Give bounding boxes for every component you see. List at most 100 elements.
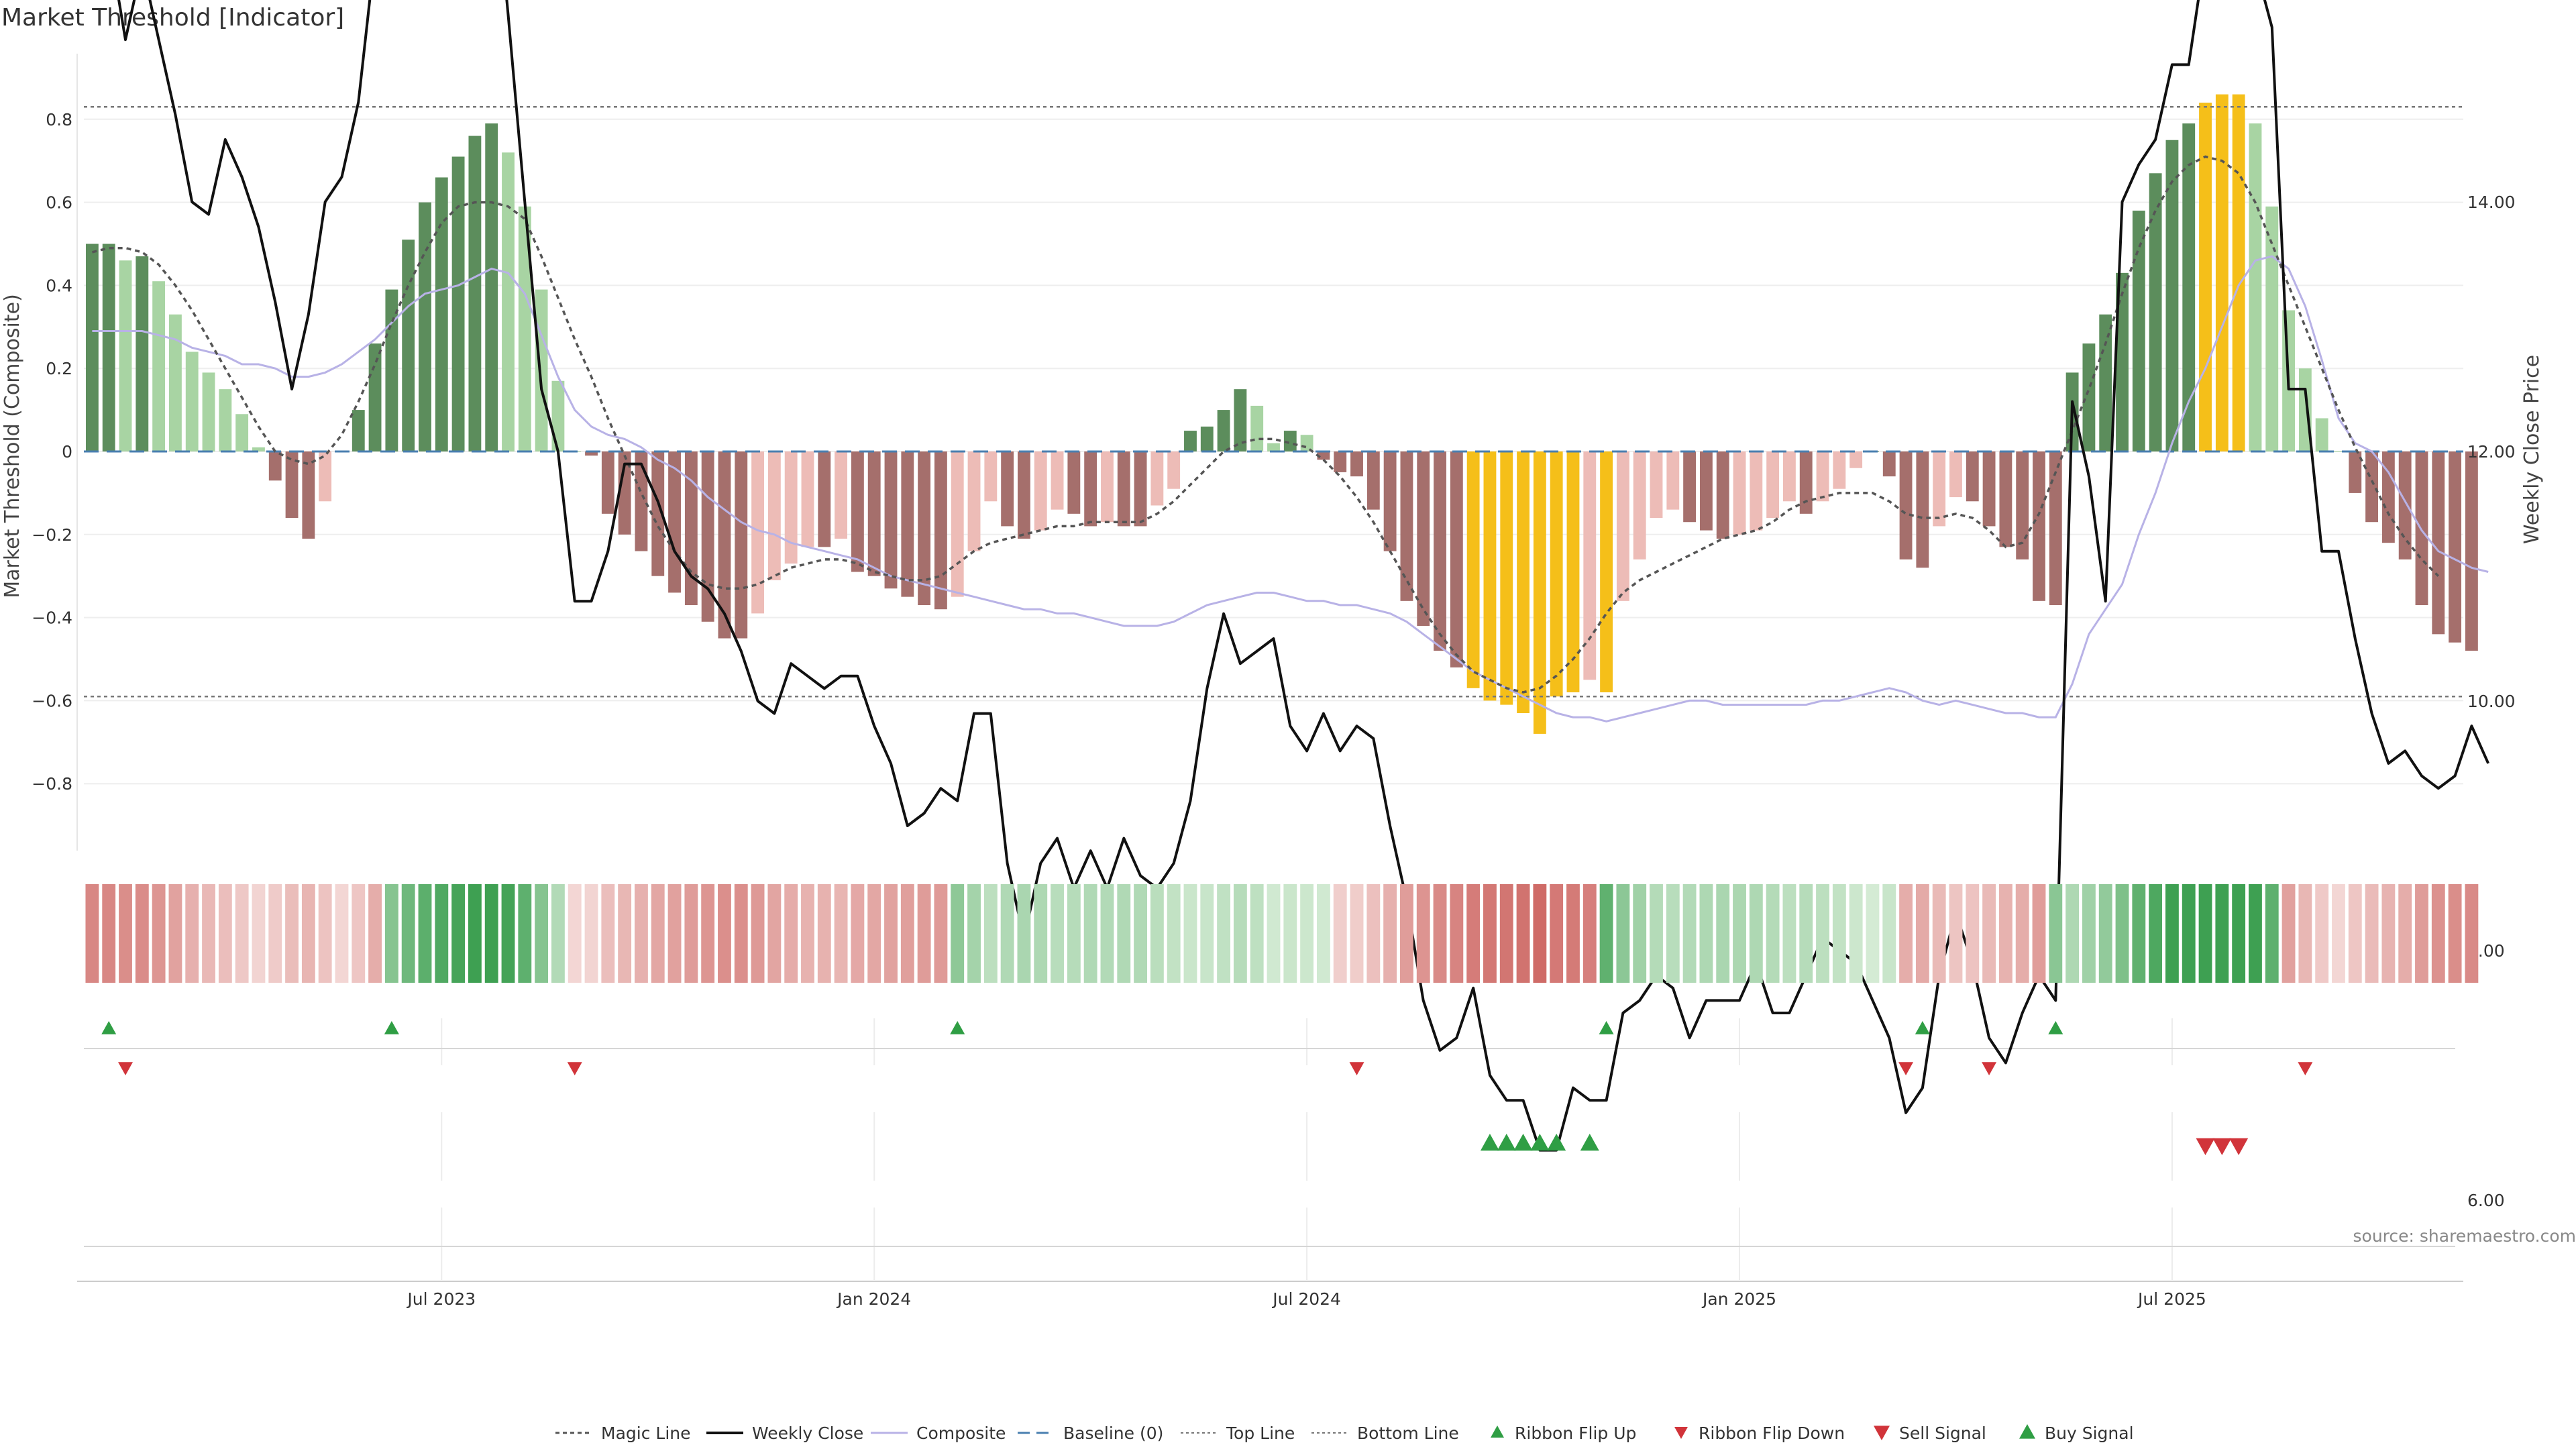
- ribbon-cell: [2132, 884, 2146, 983]
- ribbon-cell: [1749, 884, 1763, 983]
- composite-bar: [1018, 451, 1030, 539]
- composite-bar: [2349, 451, 2362, 493]
- composite-bar: [2449, 451, 2462, 643]
- ribbon-cell: [368, 884, 382, 983]
- ribbon-cell: [1949, 884, 1963, 983]
- x-axis-ticks: Jul 2023 Jan 2024 Jul 2024 Jan 2025 Jul 2025: [406, 1289, 2206, 1309]
- ribbon-cell: [1483, 884, 1497, 983]
- composite-bar: [635, 451, 648, 551]
- threshold-ribbon: [85, 884, 2479, 983]
- composite-bar: [1434, 451, 1446, 651]
- ribbon-cell: [701, 884, 715, 983]
- ribbon-flip-up-marker: [1599, 1021, 1614, 1034]
- composite-bar: [1134, 451, 1147, 527]
- composite-bar: [1766, 451, 1780, 519]
- source-note: source: sharemaestro.com: [2353, 1226, 2576, 1246]
- composite-bar: [2315, 418, 2328, 451]
- composite-bar: [168, 314, 182, 451]
- ribbon-cell: [1799, 884, 1813, 983]
- ribbon-cell: [1316, 884, 1330, 983]
- ribbon-cell: [119, 884, 132, 983]
- composite-bar: [967, 451, 981, 551]
- ribbon-cell: [451, 884, 466, 983]
- ribbon-cell: [1716, 884, 1730, 983]
- ribbon-cell: [1167, 884, 1181, 983]
- ribbon-cell: [568, 884, 582, 983]
- sell-signal-marker: [2196, 1138, 2215, 1155]
- composite-bar: [1483, 451, 1497, 701]
- ribbon-cell: [1034, 884, 1048, 983]
- ribbon-cell: [734, 884, 748, 983]
- ribbon-cell: [2348, 884, 2362, 983]
- buy-signal-marker: [1513, 1134, 1533, 1151]
- composite-bar: [1882, 451, 1896, 477]
- composite-bar: [551, 380, 565, 451]
- ribbon-cell: [1633, 884, 1647, 983]
- ribbon-cell: [784, 884, 798, 983]
- composite-bar: [1566, 451, 1580, 693]
- composite-bar: [435, 177, 448, 451]
- ribbon-cell: [1899, 884, 1913, 983]
- ribbon-flip-down-marker: [118, 1062, 133, 1075]
- ribbon-flip-down-marker: [1982, 1062, 1997, 1075]
- ribbon-cell: [1333, 884, 1347, 983]
- composite-bar: [2249, 123, 2262, 452]
- ribbon-cell: [1134, 884, 1147, 983]
- ribbon-cell: [1699, 884, 1713, 983]
- ribbon-cell: [235, 884, 249, 983]
- composite-bar: [1949, 451, 1962, 498]
- weekly-close-line: [117, 0, 2490, 1152]
- composite-bar: [618, 451, 631, 535]
- left-tick-label: 0: [62, 442, 72, 462]
- legend-label: Baseline (0): [1063, 1424, 1163, 1443]
- ribbon-cell: [1932, 884, 1946, 983]
- ribbon-cell: [102, 884, 116, 983]
- composite-bar: [1533, 451, 1546, 734]
- ribbon-cell: [1882, 884, 1896, 983]
- composite-bar: [1550, 451, 1563, 697]
- composite-bar: [2265, 206, 2279, 451]
- ribbon-cell: [2415, 884, 2428, 983]
- ribbon-cell: [1866, 884, 1880, 983]
- composite-bar: [2465, 451, 2478, 651]
- ribbon-cell: [1383, 884, 1397, 983]
- ribbon-cell: [2032, 884, 2046, 983]
- ribbon-cell: [884, 884, 898, 983]
- composite-bar: [2199, 103, 2212, 452]
- ribbon-cell: [418, 884, 432, 983]
- reference-lines: [84, 105, 2463, 698]
- composite-bar: [402, 239, 415, 451]
- ribbon-cell: [934, 884, 948, 983]
- composite-bar: [1034, 451, 1047, 531]
- ribbon-cell: [667, 884, 682, 983]
- composite-bar: [468, 136, 482, 451]
- right-tick-label: 12.00: [2467, 442, 2516, 462]
- composite-bar: [1666, 451, 1680, 510]
- ribbon-cell: [1816, 884, 1829, 983]
- composite-bar: [1250, 405, 1264, 451]
- composite-bar: [85, 244, 99, 451]
- ribbon-cell: [1200, 884, 1214, 983]
- ribbon-cell: [1233, 884, 1247, 983]
- composite-bar: [1616, 451, 1629, 601]
- composite-bar: [2415, 451, 2428, 606]
- legend-label: Top Line: [1226, 1424, 1295, 1443]
- composite-bar: [185, 352, 199, 451]
- composite-bar: [535, 289, 548, 451]
- ribbon-cell: [1350, 884, 1364, 983]
- ribbon-cell: [635, 884, 648, 983]
- x-tick-label: Jul 2023: [406, 1289, 476, 1309]
- composite-bar: [1051, 451, 1064, 510]
- ribbon-cell: [718, 884, 731, 983]
- ribbon-cell: [684, 884, 698, 983]
- composite-bar: [1300, 435, 1313, 451]
- legend-swatch: [2019, 1424, 2035, 1439]
- composite-bar: [1999, 451, 2012, 547]
- composite-bar: [219, 389, 232, 451]
- composite-bar: [818, 451, 831, 547]
- buy-signal-marker: [1497, 1134, 1516, 1151]
- ribbon-cell: [867, 884, 881, 983]
- composite-bar: [1334, 451, 1347, 472]
- ribbon-cell: [168, 884, 182, 983]
